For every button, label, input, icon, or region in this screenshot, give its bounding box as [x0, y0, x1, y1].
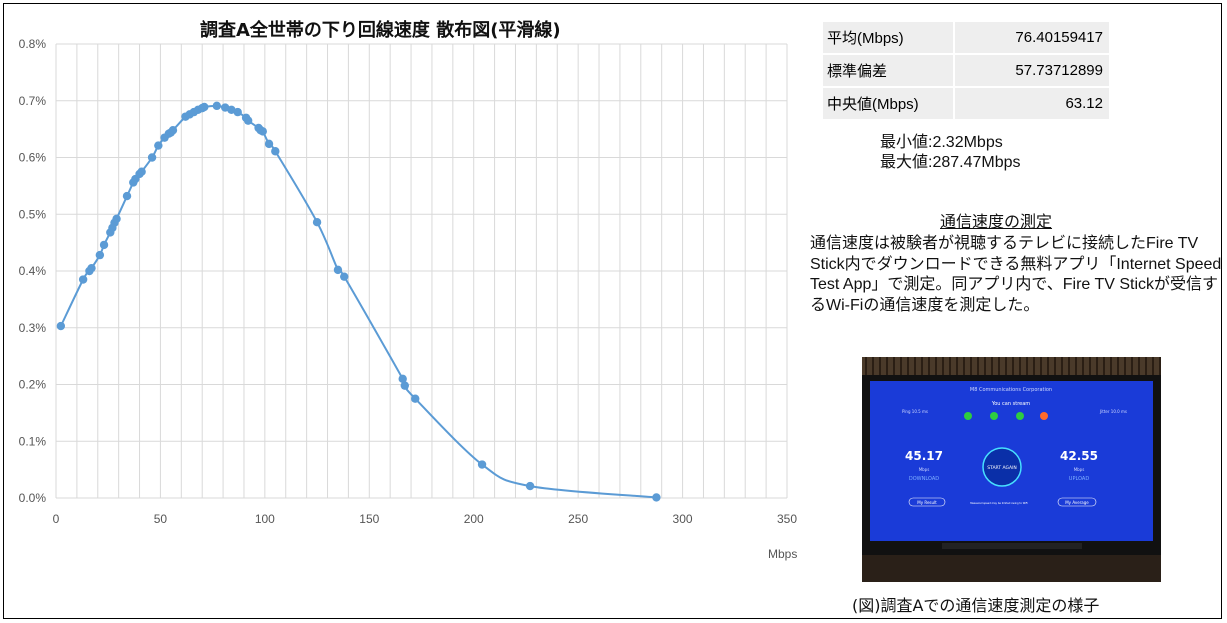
- data-point: [312, 217, 322, 227]
- y-tick-label: 0.7%: [19, 94, 47, 108]
- stats-row-median: 中央値(Mbps) 63.12: [823, 87, 1109, 121]
- stats-label: 平均(Mbps): [823, 22, 955, 55]
- y-tick-label: 0.2%: [19, 378, 47, 392]
- chart-title: 調査A全世帯の下り回線速度 散布図(平滑線): [200, 20, 561, 41]
- data-point: [154, 141, 163, 150]
- data-point: [56, 321, 66, 331]
- data-point: [87, 263, 96, 273]
- stats-row-mean: 平均(Mbps) 76.40159417: [823, 22, 1109, 55]
- stats-value: 57.73712899: [954, 54, 1109, 88]
- y-tick-label: 0.6%: [19, 151, 47, 165]
- download-label: DOWNLOAD: [909, 476, 939, 482]
- data-point: [398, 374, 407, 384]
- stats-label: 中央値(Mbps): [823, 87, 955, 121]
- min-max-block: 最小値:2.32Mbps 最大値:287.47Mbps: [880, 133, 1021, 173]
- stats-value: 63.12: [954, 87, 1109, 121]
- method-description: 通信速度は被験者が視聴するテレビに接続したFire TV Stick内でダウンロ…: [810, 235, 1222, 314]
- x-tick-label: 50: [154, 512, 168, 526]
- data-point: [95, 250, 105, 260]
- data-point: [271, 147, 280, 156]
- photo-caption: (図)調査Aでの通信速度測定の様子: [852, 596, 1100, 615]
- x-tick-label: 350: [777, 512, 797, 526]
- y-tick-label: 0.1%: [19, 434, 47, 448]
- y-tick-label: 0.8%: [19, 37, 47, 51]
- data-point: [652, 493, 661, 502]
- data-point: [122, 191, 132, 201]
- data-point: [243, 116, 253, 125]
- stats-label: 標準偏差: [823, 54, 955, 88]
- x-tick-labels: 0 50 100 150 200 250 300 350: [53, 512, 798, 526]
- x-tick-label: 300: [673, 512, 693, 526]
- data-point: [137, 167, 146, 176]
- data-point: [411, 394, 420, 403]
- stats-table: 平均(Mbps) 76.40159417 標準偏差 57.73712899 中央…: [823, 22, 1109, 121]
- upload-value: 42.55: [1060, 449, 1098, 463]
- upload-unit: Mbps: [1074, 467, 1085, 472]
- figure-frame: [3, 3, 1222, 619]
- min-value-text: 最小値:2.32Mbps: [880, 134, 1003, 151]
- y-tick-label: 0.3%: [19, 321, 47, 335]
- speed-note: Measured speed may be limited owing to W…: [970, 501, 1028, 505]
- x-tick-label: 250: [568, 512, 588, 526]
- data-point: [333, 265, 343, 275]
- max-value-text: 最大値:287.47Mbps: [880, 154, 1021, 171]
- x-tick-label: 200: [464, 512, 484, 526]
- ping-readout: Ping 10.5 ms: [902, 409, 928, 414]
- data-points: [56, 101, 661, 502]
- x-axis-label: Mbps: [768, 547, 797, 561]
- x-tick-label: 0: [53, 512, 60, 526]
- horizontal-gridlines: [56, 43, 787, 499]
- data-point: [168, 126, 178, 135]
- data-point: [525, 481, 535, 491]
- stream-status: You can stream: [991, 401, 1030, 407]
- data-point: [78, 275, 88, 284]
- y-tick-label: 0.4%: [19, 264, 47, 278]
- my-average-button: My Average: [1065, 500, 1089, 505]
- download-value: 45.17: [905, 449, 943, 463]
- data-point: [200, 102, 209, 112]
- my-result-button: My Result: [917, 500, 937, 505]
- y-tick-label: 0.5%: [19, 207, 47, 221]
- y-tick-labels: 0.0% 0.1% 0.2% 0.3% 0.4% 0.5% 0.6% 0.7% 0.8%: [19, 37, 47, 505]
- data-point: [212, 101, 222, 111]
- data-point: [99, 240, 109, 250]
- download-unit: Mbps: [919, 467, 930, 472]
- data-point: [233, 107, 242, 117]
- upload-label: UPLOAD: [1069, 476, 1090, 482]
- data-point: [147, 153, 157, 162]
- start-again-button: START AGAIN: [987, 465, 1017, 471]
- method-heading: 通信速度の測定: [940, 212, 1053, 231]
- data-point: [340, 272, 349, 281]
- x-tick-label: 150: [359, 512, 379, 526]
- tv-photo: M8 Communications Corporation You can st…: [862, 357, 1161, 582]
- data-point: [264, 139, 274, 149]
- data-point: [477, 460, 487, 469]
- y-tick-label: 0.0%: [19, 491, 47, 505]
- data-point: [258, 127, 267, 136]
- data-point: [112, 214, 121, 223]
- stats-value: 76.40159417: [954, 22, 1109, 55]
- stats-row-stddev: 標準偏差 57.73712899: [823, 54, 1109, 88]
- data-point: [400, 381, 409, 390]
- series-line: [59, 104, 657, 499]
- jitter-readout: Jitter 10.0 ms: [1099, 409, 1127, 414]
- app-name: M8 Communications Corporation: [970, 387, 1052, 393]
- scatter-chart: 0 50 100 150 200 250 300 350 0.0%0.1%0.2%0.3%0.…: [19, 37, 798, 561]
- x-tick-label: 100: [255, 512, 275, 526]
